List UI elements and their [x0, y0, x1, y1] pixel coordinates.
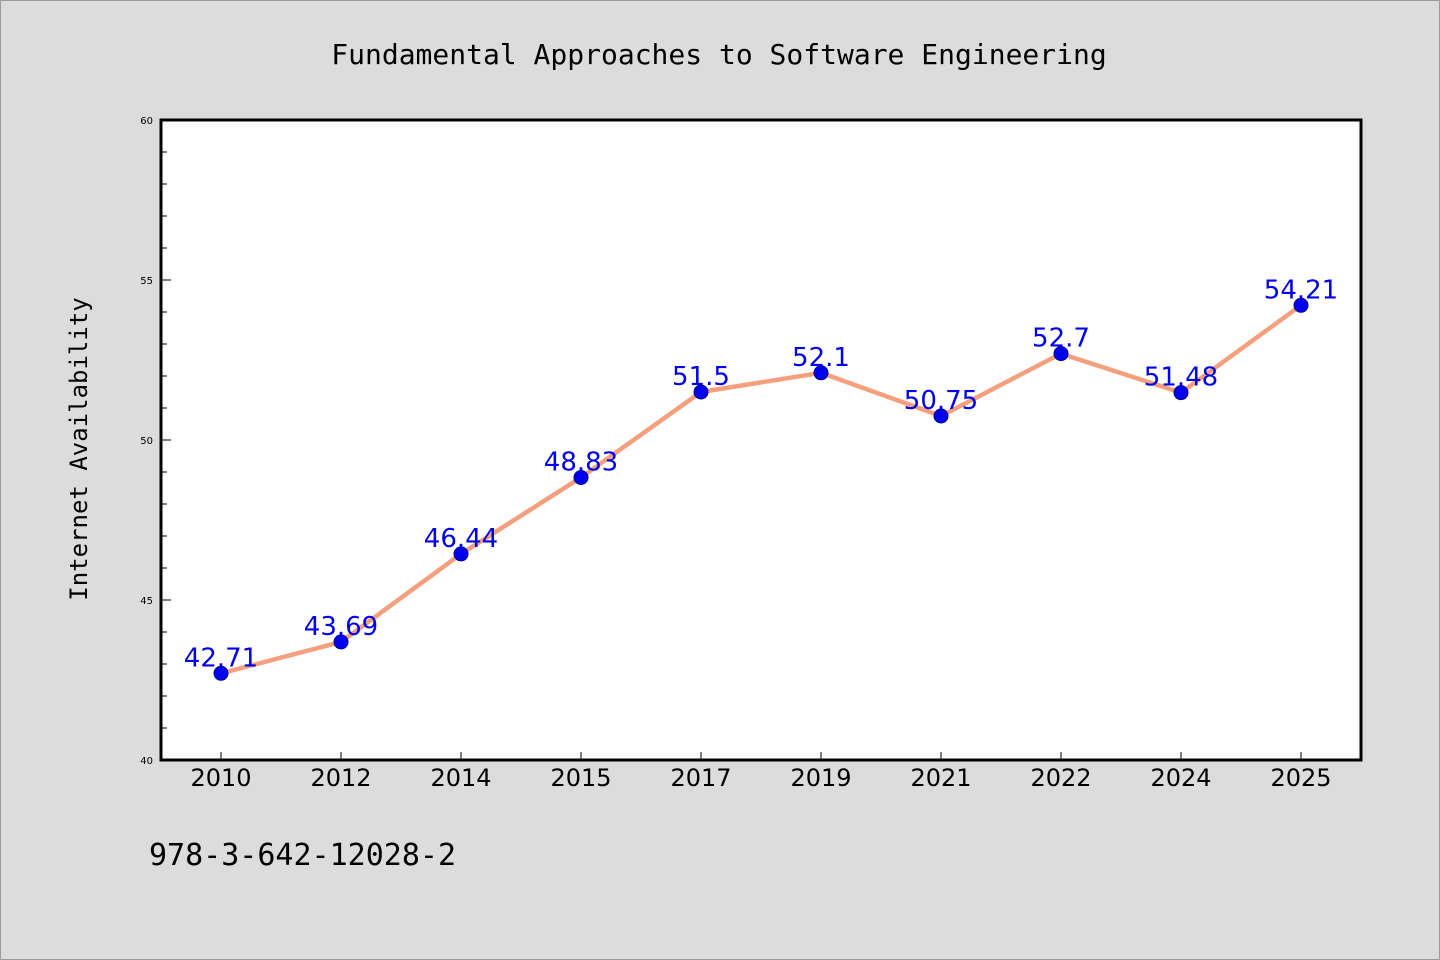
data-point	[1053, 346, 1069, 362]
y-tick-label: 45	[140, 596, 153, 607]
series-lines	[218, 303, 1304, 676]
y-tick-label: 40	[140, 756, 153, 767]
data-label: 43.69	[304, 612, 378, 642]
data-point	[693, 384, 709, 400]
data-point	[573, 469, 589, 485]
x-tick-label: 2021	[910, 764, 971, 792]
y-tick-label: 60	[140, 116, 153, 127]
data-label: 51.5	[672, 362, 730, 392]
chart-title: Fundamental Approaches to Software Engin…	[331, 38, 1106, 71]
x-tick-label: 2015	[550, 764, 611, 792]
series-line	[218, 303, 1304, 676]
data-point	[1173, 385, 1189, 401]
x-tick-label: 2012	[310, 764, 371, 792]
x-tick-label: 2022	[1030, 764, 1091, 792]
data-point	[453, 546, 469, 562]
data-label: 54.21	[1264, 275, 1338, 305]
data-label: 52.7	[1032, 324, 1090, 354]
data-labels: 42.71 43.69 46.44 48.83 51.5 52.1 50.75 52.7 51.…	[184, 275, 1338, 673]
data-label: 52.1	[792, 343, 850, 373]
series-markers	[213, 297, 1309, 681]
x-tick-label: 2024	[1150, 764, 1211, 792]
y-tick-label: 50	[140, 436, 153, 447]
x-tick-label: 2019	[790, 764, 851, 792]
y-axis: 40 45 50 55 60	[140, 116, 171, 767]
data-label: 48.83	[544, 447, 618, 477]
y-tick-label: 55	[140, 276, 153, 287]
data-label: 50.75	[904, 386, 978, 416]
data-label: 46.44	[424, 524, 498, 554]
data-label: 42.71	[184, 643, 258, 673]
x-axis: 2010 2012 2014 2015 2017 2019 2021 2022 2024 2025	[190, 752, 1332, 792]
x-tick-label: 2010	[190, 764, 251, 792]
x-tick-label: 2014	[430, 764, 491, 792]
y-axis-label: Internet Availability	[65, 297, 93, 600]
x-tick-label: 2017	[670, 764, 731, 792]
data-label: 51.48	[1144, 363, 1218, 393]
data-point	[213, 665, 229, 681]
plot-area	[159, 118, 1363, 762]
data-point	[333, 634, 349, 650]
data-point	[813, 365, 829, 381]
data-point	[1293, 297, 1309, 313]
isbn-footer: 978-3-642-12028-2	[149, 838, 456, 873]
x-tick-label: 2025	[1270, 764, 1331, 792]
data-point	[933, 408, 949, 424]
